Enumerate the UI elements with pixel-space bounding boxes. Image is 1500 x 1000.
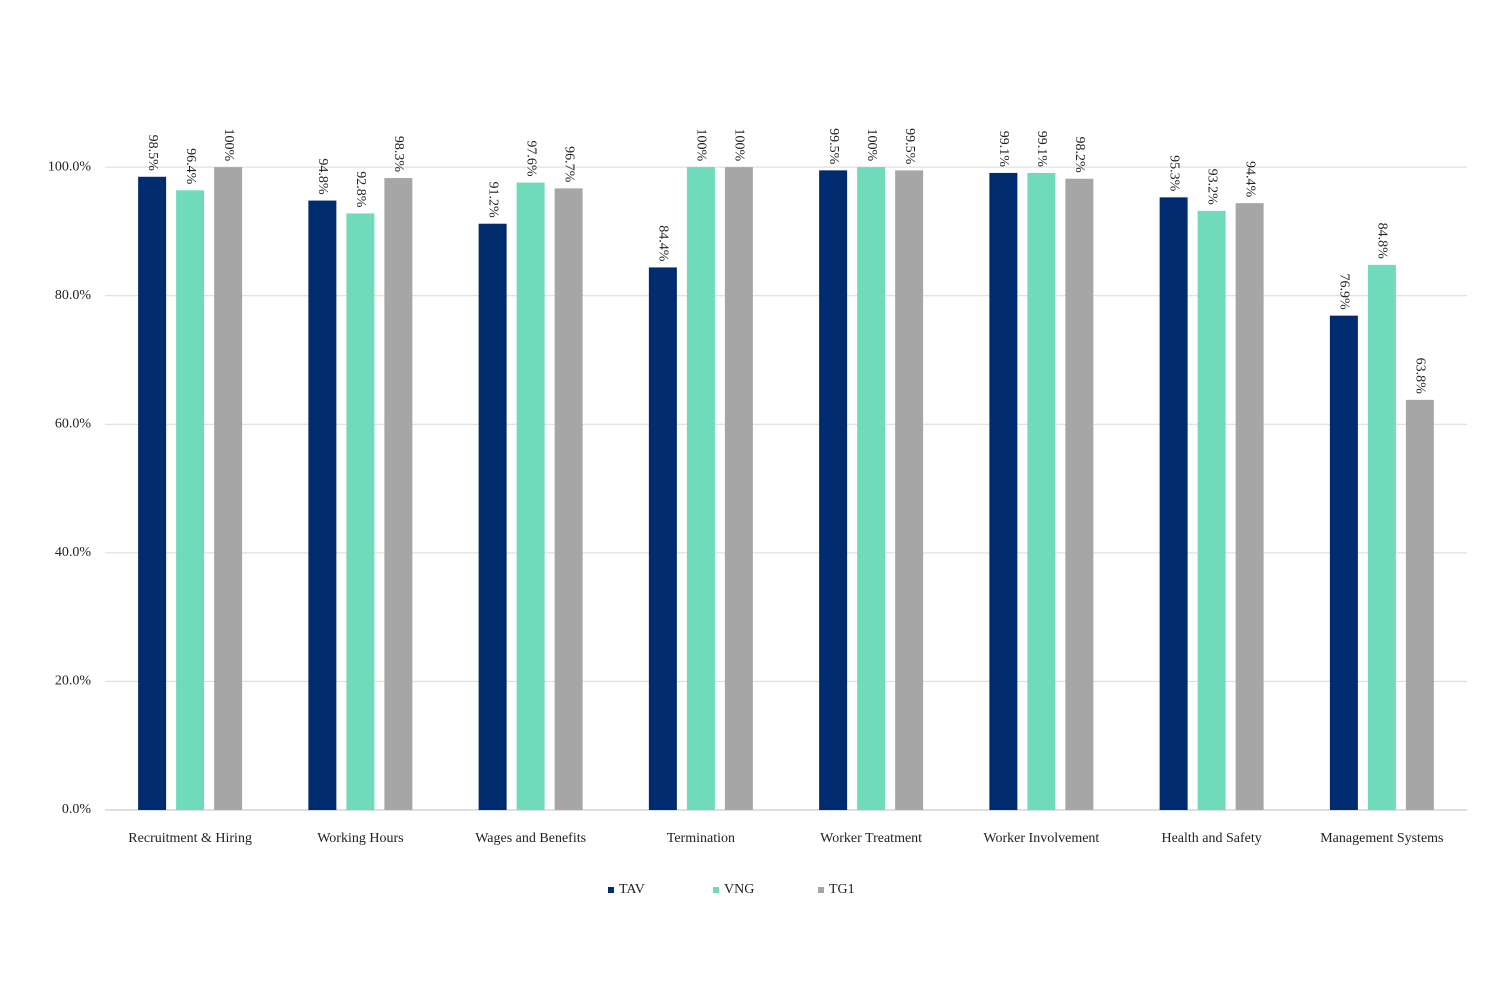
bar [478, 223, 507, 810]
value-label: 96.4% [183, 148, 198, 185]
x-tick-label: Recruitment & Hiring [128, 831, 252, 846]
value-label: 84.4% [656, 225, 671, 262]
bar [1405, 399, 1434, 810]
bar [138, 176, 167, 811]
value-label: 97.6% [523, 140, 538, 177]
bar [1197, 210, 1226, 810]
legend-swatch [713, 887, 719, 893]
y-tick-label: 40.0% [55, 545, 92, 560]
bar [516, 182, 545, 811]
bar [648, 267, 677, 810]
bar [1235, 203, 1264, 811]
bar [857, 167, 886, 811]
value-label: 95.3% [1166, 155, 1181, 192]
bar [214, 167, 243, 811]
value-label: 99.5% [902, 128, 917, 165]
bar [724, 167, 753, 811]
bar [819, 170, 848, 810]
legend-swatch [818, 887, 824, 893]
bar [554, 188, 583, 810]
value-label: 100% [694, 128, 709, 161]
legend-label: TAV [619, 882, 645, 897]
x-tick-label: Management Systems [1320, 831, 1443, 846]
value-label: 98.3% [391, 136, 406, 173]
value-label: 98.2% [1072, 137, 1087, 174]
value-label: 94.8% [315, 158, 330, 195]
value-label: 76.9% [1337, 273, 1352, 310]
value-label: 99.5% [826, 128, 841, 165]
x-tick-label: Wages and Benefits [475, 831, 586, 846]
bar [895, 170, 924, 810]
legend-swatch [608, 887, 614, 893]
value-label: 100% [221, 128, 236, 161]
value-label: 98.5% [145, 135, 160, 172]
legend-label: TG1 [829, 882, 855, 897]
value-label: 99.1% [996, 131, 1011, 168]
x-tick-label: Health and Safety [1161, 831, 1261, 846]
bar [1329, 315, 1358, 810]
bar [1159, 197, 1188, 810]
bar [308, 200, 337, 811]
bar [989, 172, 1018, 810]
value-label: 94.4% [1242, 161, 1257, 198]
value-label: 100% [732, 128, 747, 161]
value-label: 91.2% [485, 182, 500, 219]
bar [1027, 172, 1056, 810]
bar [1065, 178, 1094, 810]
y-tick-label: 80.0% [55, 288, 92, 303]
bar [1367, 264, 1396, 810]
x-tick-label: Termination [667, 831, 735, 846]
x-tick-label: Worker Involvement [983, 831, 1099, 846]
x-tick-label: Working Hours [317, 831, 403, 846]
y-tick-label: 20.0% [55, 674, 92, 689]
value-label: 99.1% [1034, 131, 1049, 168]
value-label: 100% [864, 128, 879, 161]
value-label: 63.8% [1413, 358, 1428, 395]
bar [346, 213, 375, 810]
value-label: 93.2% [1204, 169, 1219, 206]
value-label: 96.7% [561, 146, 576, 183]
value-label: 92.8% [353, 171, 368, 208]
legend-label: VNG [724, 882, 754, 897]
bar [176, 190, 205, 811]
x-tick-label: Worker Treatment [820, 831, 922, 846]
y-tick-label: 100.0% [48, 159, 92, 174]
y-tick-label: 0.0% [62, 802, 92, 817]
y-tick-label: 60.0% [55, 417, 92, 432]
bar [686, 167, 715, 811]
bar [384, 178, 413, 811]
value-label: 84.8% [1375, 223, 1390, 260]
